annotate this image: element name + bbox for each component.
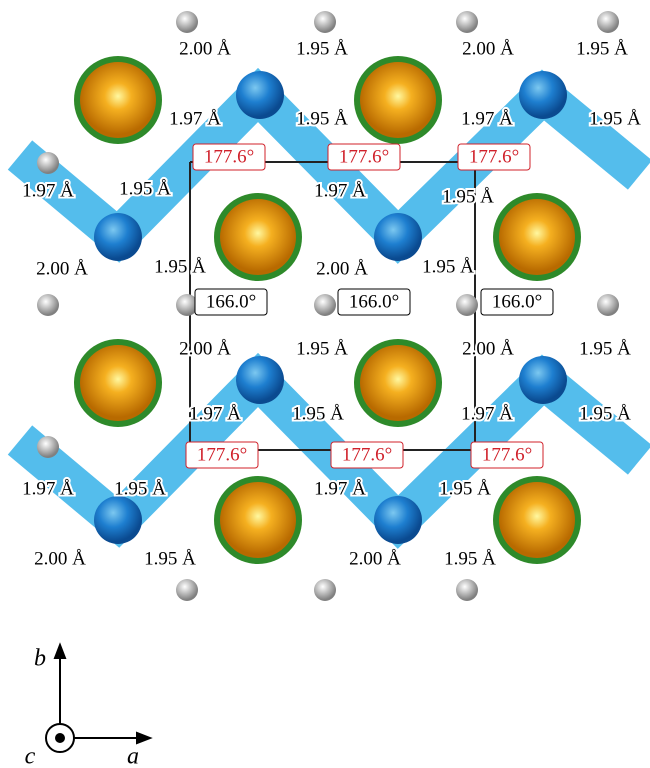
bond-length-label: 1.97 Å — [169, 108, 221, 129]
bond-length-label: 1.95 Å — [589, 108, 641, 129]
axis-c: c — [25, 744, 36, 768]
angle-label: 177.6° — [204, 146, 254, 167]
a-site-atom — [360, 345, 436, 421]
axis-b: b — [34, 646, 46, 672]
bond-length-label: 2.00 Å — [179, 338, 231, 359]
bond-length-label: 2.00 Å — [179, 38, 231, 59]
bond-length-label: 1.95 Å — [422, 256, 474, 277]
oxygen-atom — [37, 294, 59, 316]
oxygen-atom — [456, 11, 478, 33]
oxygen-atom — [456, 294, 478, 316]
oxygen-atom — [597, 11, 619, 33]
a-site-atom — [499, 199, 575, 275]
angle-label: 177.6° — [197, 444, 247, 465]
a-site-atom — [360, 62, 436, 138]
crystal-structure-diagram: 2.00 Å 1.95 Å 2.00 Å 1.95 Å 1.97 Å 1.95 Å 1.97… — [0, 0, 650, 768]
oxygen-atom — [314, 579, 336, 601]
bond-length-label: 1.95 Å — [442, 186, 494, 207]
bond-length-label: 2.00 Å — [36, 258, 88, 279]
bond-length-label: 1.95 Å — [579, 403, 631, 424]
bond-length-label: 1.95 Å — [296, 338, 348, 359]
oxygen-atom — [37, 152, 59, 174]
a-site-atom — [499, 482, 575, 558]
bond-length-label: 1.95 Å — [296, 38, 348, 59]
bond-length-label: 1.95 Å — [114, 478, 166, 499]
bond-length-label: 1.95 Å — [439, 478, 491, 499]
b-site-atom — [236, 71, 284, 119]
oxygen-atom — [314, 11, 336, 33]
bond-length-label: 1.95 Å — [144, 548, 196, 569]
bond-length-label: 1.95 Å — [119, 178, 171, 199]
oxygen-atom — [314, 294, 336, 316]
bond-length-label: 1.95 Å — [444, 548, 496, 569]
a-site-atom — [220, 199, 296, 275]
b-site-atom — [94, 496, 142, 544]
bond-length-label: 1.97 Å — [461, 403, 513, 424]
bond-length-label: 2.00 Å — [349, 548, 401, 569]
bond-length-label: 1.97 Å — [461, 108, 513, 129]
b-site-atom — [374, 496, 422, 544]
bond-length-label: 1.97 Å — [314, 478, 366, 499]
a-site-atom — [220, 482, 296, 558]
bond-length-label: 2.00 Å — [462, 38, 514, 59]
oxygen-atom — [456, 579, 478, 601]
axis-a: a — [127, 744, 139, 768]
angle-label: 177.6° — [482, 444, 532, 465]
oxygen-atom — [176, 11, 198, 33]
a-site-atom — [80, 345, 156, 421]
bond-length-label: 1.97 Å — [22, 478, 74, 499]
bond-length-label: 1.95 Å — [154, 256, 206, 277]
bond-length-label: 1.97 Å — [189, 403, 241, 424]
angle-label: 166.0° — [492, 291, 542, 312]
bond-length-label: 1.95 Å — [579, 338, 631, 359]
bond-length-label: 2.00 Å — [316, 258, 368, 279]
angle-label: 177.6° — [469, 146, 519, 167]
axes-indicator — [46, 645, 150, 752]
oxygen-atom — [37, 436, 59, 458]
bond-length-label: 1.97 Å — [314, 180, 366, 201]
bond-length-label: 2.00 Å — [462, 338, 514, 359]
b-site-atom — [94, 213, 142, 261]
b-site-atom — [519, 356, 567, 404]
b-site-atom — [236, 356, 284, 404]
bond-length-label: 1.95 Å — [576, 38, 628, 59]
b-site-atom — [374, 213, 422, 261]
angle-label: 166.0° — [206, 291, 256, 312]
angle-label: 177.6° — [342, 444, 392, 465]
oxygen-atom — [597, 294, 619, 316]
b-site-atom — [519, 71, 567, 119]
angle-label: 166.0° — [349, 291, 399, 312]
bond-length-label: 1.95 Å — [296, 108, 348, 129]
bond-length-label: 2.00 Å — [34, 548, 86, 569]
bond-length-label: 1.95 Å — [292, 403, 344, 424]
oxygen-atom — [176, 579, 198, 601]
a-site-atom — [80, 62, 156, 138]
bond-length-label: 1.97 Å — [22, 180, 74, 201]
angle-label: 177.6° — [339, 146, 389, 167]
